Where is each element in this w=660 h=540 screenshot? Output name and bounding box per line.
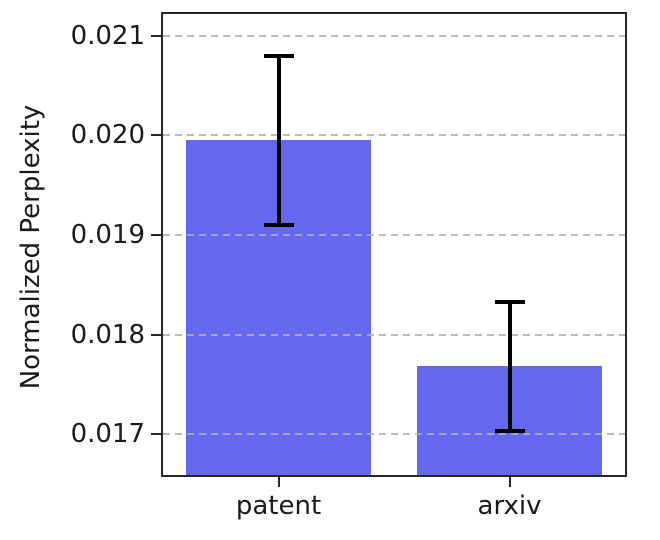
plot-area: 0.017 0.018 0.019 0.020 0.021 patent arxiv	[71, 12, 627, 521]
y-tick	[151, 134, 161, 137]
y-axis-label: Normalized Perplexity	[16, 104, 46, 390]
x-tick-patent	[277, 477, 280, 487]
y-tick-label: 0.018	[70, 319, 145, 350]
gridline	[163, 333, 625, 336]
error-bar-cap-patent	[263, 223, 294, 228]
error-bar-cap-arxiv	[494, 299, 525, 304]
y-tick-label: 0.019	[70, 220, 145, 251]
y-tick-label: 0.021	[70, 20, 145, 51]
error-bar-line-patent	[276, 55, 281, 226]
error-bar-cap-patent	[263, 53, 294, 58]
x-tick-arxiv	[508, 477, 511, 487]
gridline	[163, 234, 625, 237]
y-tick-label: 0.020	[70, 120, 145, 151]
y-tick	[151, 433, 161, 436]
y-tick	[151, 34, 161, 37]
gridline	[163, 134, 625, 137]
y-tick-label: 0.017	[70, 419, 145, 450]
y-tick	[151, 234, 161, 237]
gridline	[163, 433, 625, 436]
x-tick-label-arxiv: arxiv	[477, 491, 542, 521]
error-bar-cap-arxiv	[494, 429, 525, 434]
x-tick-label-patent: patent	[235, 491, 322, 521]
gridline	[163, 34, 625, 37]
error-bar-line-arxiv	[507, 301, 512, 432]
y-tick	[151, 333, 161, 336]
